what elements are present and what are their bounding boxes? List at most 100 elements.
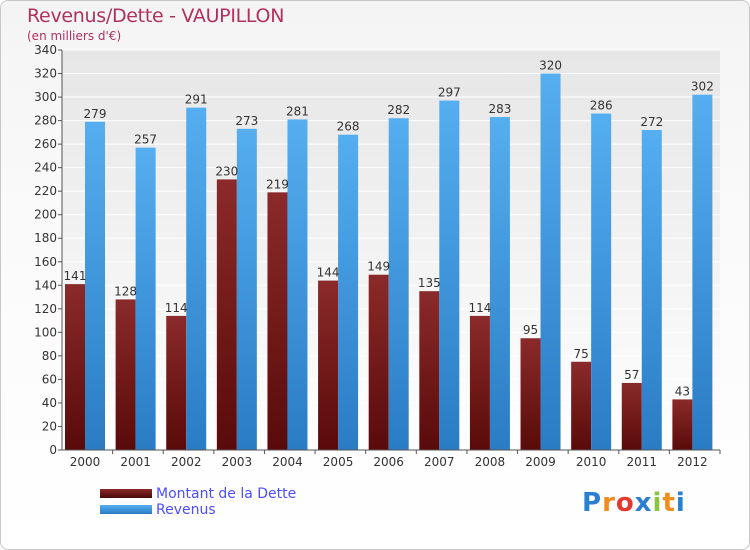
legend-label-revenus: Revenus	[156, 502, 216, 518]
logo-letter: x	[634, 488, 653, 518]
y-tick-label: 220	[34, 184, 57, 198]
data-label-debt: 95	[523, 323, 538, 337]
data-label-debt: 135	[418, 276, 441, 290]
legend-swatch-revenus	[100, 505, 152, 514]
y-tick-label: 280	[34, 114, 57, 128]
bar-debt	[469, 315, 490, 450]
y-axis: 0 20 40 60 80 100 120 140 160 180 200 220 240 260 280 3…	[34, 43, 63, 457]
legend-swatch-debt	[100, 489, 152, 498]
x-axis: 2000 2001 2002 2003 2004 2005 2006 2007 2008 2009…	[62, 449, 721, 469]
logo-letter: P	[582, 488, 603, 518]
x-tick-label: 2006	[373, 455, 404, 469]
data-label-revenus: 279	[84, 107, 107, 121]
bar-debt	[267, 192, 288, 450]
x-tick-label: 2011	[626, 455, 657, 469]
y-tick-label: 300	[34, 90, 57, 104]
x-tick-label: 2012	[677, 455, 708, 469]
data-label-revenus: 273	[235, 114, 258, 128]
data-label-revenus: 257	[134, 133, 157, 147]
y-tick-label: 200	[34, 208, 57, 222]
x-tick-label: 2008	[475, 455, 506, 469]
data-label-debt: 114	[468, 301, 491, 315]
x-tick-label: 2007	[424, 455, 455, 469]
data-label-revenus: 268	[337, 120, 360, 134]
bar-debt	[65, 284, 85, 450]
y-tick-label: 0	[49, 443, 57, 457]
data-label-revenus: 297	[438, 86, 461, 100]
bar-revenus	[692, 94, 713, 451]
bar-revenus	[85, 121, 105, 450]
bar-debt	[419, 291, 440, 450]
data-label-debt: 144	[317, 266, 340, 280]
data-label-debt: 57	[624, 368, 639, 382]
x-tick-label: 2003	[222, 455, 253, 469]
bar-revenus	[135, 147, 156, 450]
logo-letter: r	[602, 488, 616, 518]
bar-revenus	[388, 118, 409, 450]
bar-revenus	[439, 100, 460, 451]
legend-label-debt: Montant de la Dette	[156, 486, 297, 502]
y-tick-label: 80	[42, 349, 57, 363]
bar-debt	[166, 315, 187, 450]
bar-revenus	[287, 119, 308, 450]
bar-revenus	[338, 134, 359, 451]
data-label-revenus: 283	[488, 102, 511, 116]
y-tick-label: 260	[34, 137, 57, 151]
data-label-debt: 230	[215, 164, 238, 178]
y-tick-label: 320	[34, 67, 57, 81]
bar-debt	[571, 361, 592, 450]
x-tick-label: 2005	[323, 455, 354, 469]
bar-revenus	[236, 128, 257, 450]
y-tick-label: 340	[34, 43, 57, 57]
bar-revenus	[591, 113, 612, 450]
data-label-debt: 149	[367, 260, 390, 274]
x-tick-label: 2010	[576, 455, 607, 469]
logo-letter: t	[662, 488, 676, 518]
data-label-revenus: 282	[387, 103, 410, 117]
x-tick-label: 2001	[120, 455, 151, 469]
x-tick-label: 2000	[70, 455, 101, 469]
y-tick-label: 100	[34, 325, 57, 339]
data-label-debt: 128	[114, 284, 137, 298]
data-label-revenus: 272	[640, 115, 663, 129]
logo-letter: o	[615, 488, 635, 518]
data-label-debt: 114	[165, 301, 188, 315]
data-label-revenus: 320	[539, 59, 562, 73]
chart-subtitle: (en milliers d'€)	[27, 29, 122, 43]
bars	[65, 73, 713, 451]
bar-revenus	[489, 117, 510, 450]
data-label-debt: 141	[64, 269, 87, 283]
data-label-revenus: 291	[185, 93, 208, 107]
proxiti-logo: Proxiti	[582, 488, 686, 518]
bar-debt	[216, 179, 237, 451]
chart-title: Revenus/Dette - VAUPILLON	[27, 5, 285, 27]
data-labels: 141 279 128 257 114 291 230 273 219 281 144 268 149 2…	[64, 59, 714, 399]
x-tick-label: 2002	[171, 455, 202, 469]
bar-debt	[672, 399, 693, 450]
data-label-debt: 43	[675, 384, 690, 398]
logo-letter: i	[652, 488, 663, 518]
bar-revenus	[641, 130, 662, 450]
bar-debt	[621, 382, 642, 450]
bar-debt	[368, 274, 389, 450]
data-label-revenus: 281	[286, 104, 309, 118]
y-tick-label: 60	[42, 372, 57, 386]
data-label-debt: 219	[266, 177, 289, 191]
bar-debt	[115, 299, 136, 450]
data-label-revenus: 286	[590, 99, 613, 113]
logo-letter: i	[675, 488, 686, 518]
bar-debt	[520, 338, 541, 450]
y-tick-label: 140	[34, 278, 57, 292]
y-tick-label: 20	[42, 419, 57, 433]
y-tick-label: 120	[34, 302, 57, 316]
data-label-revenus: 302	[691, 80, 714, 94]
data-label-debt: 75	[574, 347, 589, 361]
x-tick-label: 2009	[525, 455, 556, 469]
x-tick-label: 2004	[272, 455, 303, 469]
y-tick-label: 180	[34, 231, 57, 245]
y-tick-label: 240	[34, 161, 57, 175]
bar-revenus	[540, 73, 561, 450]
bar-revenus	[186, 107, 207, 450]
bar-debt	[318, 280, 339, 450]
